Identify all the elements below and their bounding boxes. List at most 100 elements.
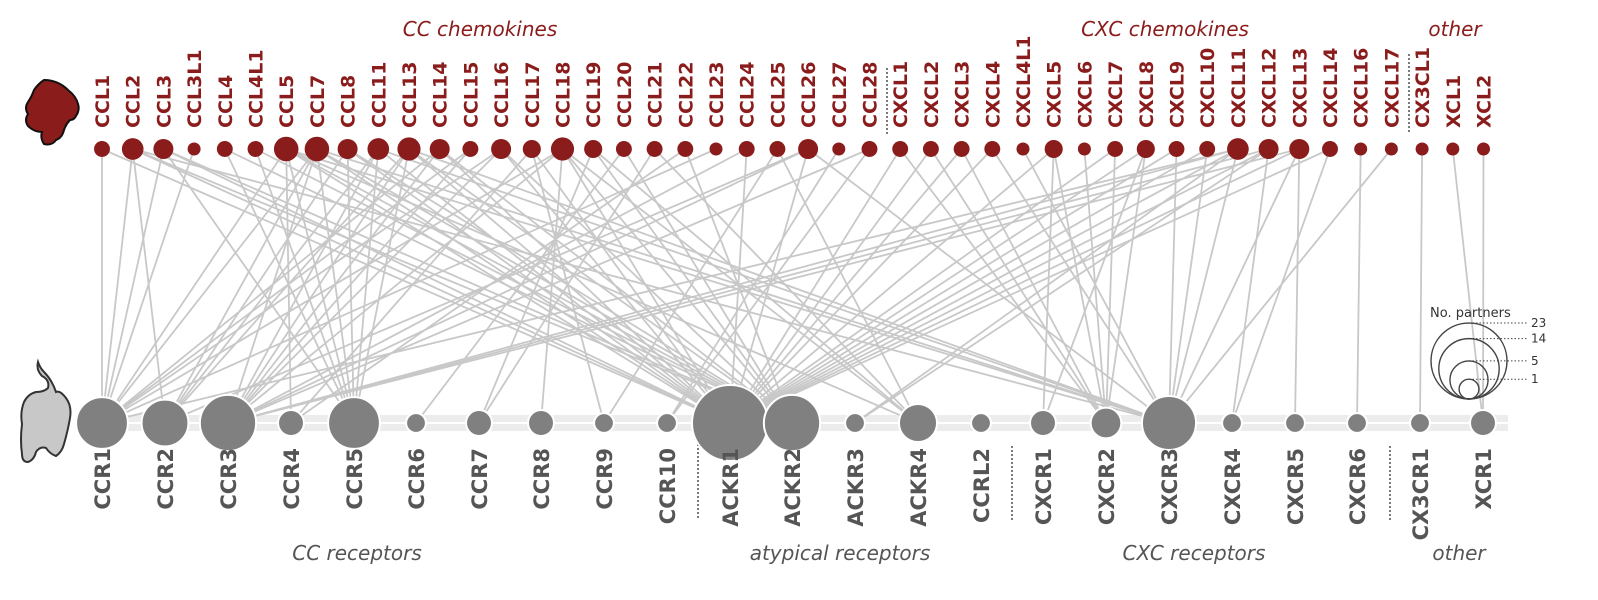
- edge-ccl5-cxcr3: [285, 148, 1170, 424]
- ligand-node-ccl16: [491, 139, 512, 159]
- ligand-label-ccl21: CCL21: [645, 62, 667, 128]
- ligand-node-ccl4l1: [247, 141, 264, 157]
- edge-cxcl11-ackr3: [854, 148, 1239, 424]
- receptor-label-ccr4: CCR4: [280, 448, 304, 510]
- ligand-node-cxcl2: [922, 141, 939, 157]
- ligand-node-ccl28: [861, 141, 878, 157]
- edge-ccl8-ccr2: [164, 148, 349, 424]
- ligand-node-cxcl17: [1384, 142, 1398, 156]
- icons: [20, 78, 80, 464]
- edge-ccl26-ccr3: [227, 148, 809, 424]
- receptor-node-ackr3: [844, 412, 866, 434]
- ligand-group-labels: CC chemokines CXC chemokines other: [403, 17, 1484, 41]
- edge-ccl7-ccr1: [101, 148, 318, 424]
- edge-cxcl11-ccr3: [227, 148, 1239, 424]
- ligand-label-ccl25: CCL25: [767, 62, 789, 128]
- ligand-group-cc-chemokines: CC chemokines: [403, 17, 558, 41]
- edge-ccl3l1-ccr1: [101, 148, 195, 424]
- edge-cxcl8-cxcr2: [1105, 148, 1147, 424]
- edge-ccl27-ccr10: [666, 148, 840, 424]
- receptor-node-cxcr2: [1089, 406, 1123, 440]
- legend-circle-1: [1458, 378, 1480, 400]
- partners-legend: No. partners 23 14 5 1: [1430, 306, 1546, 400]
- edge-cx3cl1-cx3cr1: [1419, 148, 1423, 424]
- ligand-node-ccl22: [677, 141, 694, 157]
- ligand-node-ccl24: [738, 141, 755, 157]
- ligand-label-cxcl13: CXCL13: [1289, 48, 1311, 128]
- receptor-label-ackr3: ACKR3: [844, 448, 868, 527]
- edge-ccl23-ccr1: [101, 148, 717, 424]
- edge-cxcl4-ackr1: [729, 148, 993, 424]
- ligand-node-ccl18: [550, 137, 575, 161]
- edge-ccl18-ccr8: [540, 148, 564, 424]
- edge-ccl2-ccr1: [101, 148, 134, 424]
- ligand-node-cxcl10: [1199, 141, 1216, 157]
- ligand-node-cxcl12: [1258, 139, 1279, 159]
- edge-ccl7-ackr1: [316, 148, 731, 424]
- receptor-label-ccr3: CCR3: [217, 448, 241, 510]
- edge-cxcl13-ccr3: [227, 148, 1300, 424]
- receptor-label-cxcr4: CXCR4: [1221, 448, 1245, 525]
- receptor-label-ccr7: CCR7: [468, 448, 492, 510]
- ligand-label-cxcl9: CXCL9: [1167, 61, 1189, 128]
- edge-cxcl7-cxcr2: [1105, 148, 1116, 424]
- ligand-label-ccl15: CCL15: [460, 62, 482, 128]
- receptor-node-cxcr3: [1140, 394, 1198, 452]
- ligand-node-cxcl7: [1107, 141, 1124, 157]
- edge-cxcl12-ackr1: [729, 148, 1270, 424]
- edge-ccl15-ccr3: [227, 148, 472, 424]
- edge-cxcl5-cxcr2: [1052, 148, 1107, 424]
- ligand-label-ccl26: CCL26: [798, 62, 820, 128]
- edge-ccl15-ccr1: [101, 148, 471, 424]
- mouse-figure-icon: [20, 358, 72, 464]
- edge-cxcl11-ackr1: [729, 148, 1239, 424]
- receptor-label-cxcr1: CXCR1: [1032, 448, 1056, 525]
- ligand-label-cxcl12: CXCL12: [1259, 48, 1281, 128]
- ligand-label-xcl1: XCL1: [1443, 75, 1465, 128]
- edge-ccl21-ccr7: [478, 148, 656, 424]
- edge-ccl11-ccr5: [353, 148, 380, 424]
- receptor-label-ccr1: CCR1: [91, 448, 115, 510]
- edge-cxcl1-ackr1: [729, 148, 901, 424]
- edge-ccl17-ccr4: [290, 148, 533, 424]
- ligand-label-ccl2: CCL2: [123, 75, 145, 128]
- ligand-group-other: other: [1428, 17, 1483, 41]
- receptor-node-ccr9: [593, 412, 615, 434]
- edge-ccl13-ccr3: [227, 148, 410, 424]
- ligand-node-ccl26: [798, 139, 819, 159]
- edge-ccl8-ackr1: [347, 148, 731, 424]
- receptor-node-ccr10: [656, 412, 678, 434]
- ligand-label-cxcl1: CXCL1: [890, 61, 912, 128]
- edge-ccl17-ackr1: [531, 148, 731, 424]
- receptor-node-ccr8: [527, 409, 555, 437]
- ligand-label-cxcl16: CXCL16: [1351, 48, 1373, 128]
- edge-ccl3-ccr1: [101, 148, 165, 424]
- ligand-node-ccl11: [367, 138, 390, 160]
- ligand-label-ccl16: CCL16: [491, 62, 513, 128]
- ligand-label-ccl20: CCL20: [614, 62, 636, 128]
- ligand-node-ccl13: [397, 137, 421, 161]
- ligand-label-cxcl8: CXCL8: [1136, 61, 1158, 128]
- edge-cxcl8-ackr1: [729, 148, 1147, 424]
- ligand-label-ccl11: CCL11: [368, 62, 390, 128]
- edge-ccl3-ackr1: [163, 148, 731, 424]
- ligand-node-cxcl4: [984, 141, 1001, 157]
- edge-ccl25-ccr9: [603, 148, 779, 424]
- edge-cxcl17-cxcr3: [1168, 148, 1393, 424]
- receptor-label-ccr10: CCR10: [656, 448, 680, 524]
- ligand-node-ccl14: [429, 139, 450, 159]
- edge-ccl18-ackr2: [561, 148, 793, 424]
- ligand-label-ccl18: CCL18: [553, 62, 575, 128]
- edge-cxcl12-cxcr4: [1231, 148, 1270, 424]
- ligand-node-ccl15: [462, 141, 479, 157]
- receptor-label-ackr4: ACKR4: [907, 448, 931, 527]
- edge-cxcl3-cxcr2: [960, 148, 1107, 424]
- receptor-node-cx3cr1: [1409, 412, 1431, 434]
- ligand-node-cxcl8: [1136, 139, 1155, 159]
- receptor-label-cxcr6: CXCR6: [1346, 448, 1370, 525]
- ligand-label-cx3cl1: CX3CL1: [1412, 47, 1434, 128]
- edge-ccl13-ackr2: [408, 148, 793, 424]
- receptor-group-labels: CC receptors atypical receptors CXC recept…: [292, 541, 1487, 565]
- ligand-node-ccl5: [273, 136, 299, 162]
- edge-ccl14-ccr1: [101, 148, 441, 424]
